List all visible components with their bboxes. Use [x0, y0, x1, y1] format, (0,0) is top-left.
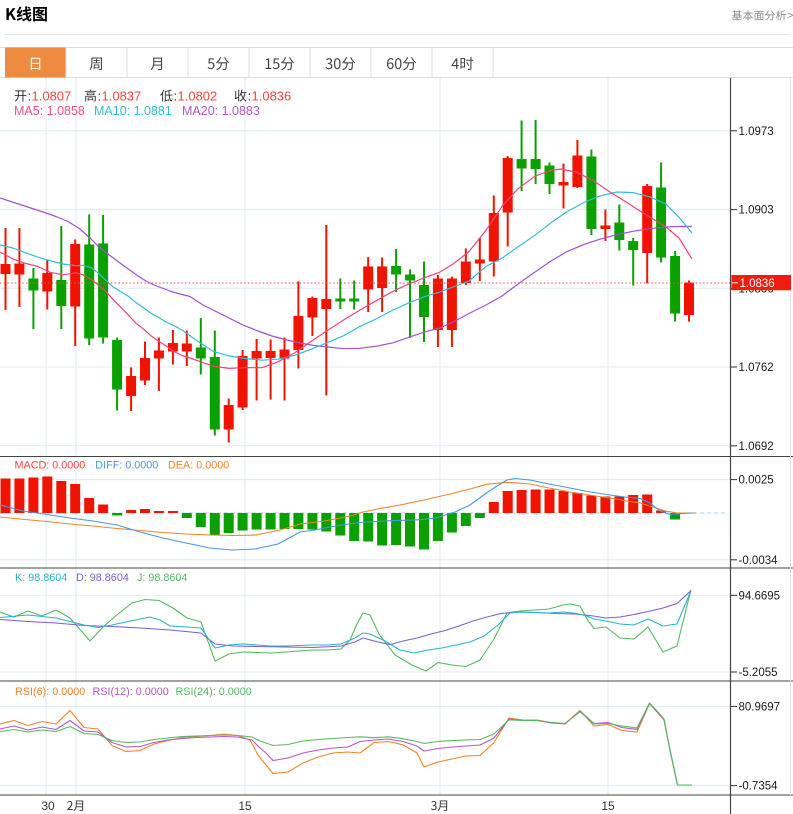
svg-text::: : — [28, 89, 32, 104]
svg-text:D: 98.8604: D: 98.8604 — [76, 572, 129, 584]
svg-text::: : — [248, 89, 252, 104]
svg-text:RSI(12): 0.0000: RSI(12): 0.0000 — [93, 686, 169, 698]
svg-text:1.0692: 1.0692 — [739, 441, 774, 453]
svg-text:15: 15 — [238, 799, 252, 813]
svg-text:MA10: 1.0881: MA10: 1.0881 — [94, 104, 172, 118]
svg-text:15: 15 — [601, 799, 615, 813]
svg-text:1.0802: 1.0802 — [178, 89, 218, 104]
svg-text:1.0837: 1.0837 — [102, 89, 142, 104]
svg-text:0.0025: 0.0025 — [739, 475, 774, 487]
svg-text:30: 30 — [41, 799, 55, 813]
svg-text:MA20: 1.0883: MA20: 1.0883 — [182, 104, 260, 118]
svg-text::: : — [174, 89, 178, 104]
svg-text:1.0762: 1.0762 — [739, 362, 774, 374]
svg-text:RSI(6): 0.0000: RSI(6): 0.0000 — [15, 686, 85, 698]
svg-text:-0.7354: -0.7354 — [739, 781, 779, 793]
svg-text:J: 98.8604: J: 98.8604 — [137, 572, 187, 584]
svg-text:DIFF: 0.0000: DIFF: 0.0000 — [95, 460, 158, 472]
svg-text:>: > — [787, 10, 793, 22]
svg-text:94.6695: 94.6695 — [739, 590, 781, 602]
svg-text:1.0973: 1.0973 — [739, 126, 774, 138]
svg-text:MACD: 0.0000: MACD: 0.0000 — [15, 460, 86, 472]
svg-text:RSI(24): 0.0000: RSI(24): 0.0000 — [176, 686, 252, 698]
svg-text:1.0836: 1.0836 — [740, 278, 775, 290]
svg-text:DEA: 0.0000: DEA: 0.0000 — [168, 460, 229, 472]
svg-text:-5.2055: -5.2055 — [739, 667, 778, 679]
svg-text:MA5: 1.0858: MA5: 1.0858 — [14, 104, 85, 118]
svg-text:1.0807: 1.0807 — [32, 89, 72, 104]
svg-text:-0.0034: -0.0034 — [739, 555, 779, 567]
svg-text:K: 98.8604: K: 98.8604 — [15, 572, 67, 584]
svg-text::: : — [98, 89, 102, 104]
svg-text:1.0836: 1.0836 — [252, 89, 292, 104]
svg-text:80.9697: 80.9697 — [739, 701, 781, 713]
svg-text:1.0903: 1.0903 — [739, 205, 774, 217]
